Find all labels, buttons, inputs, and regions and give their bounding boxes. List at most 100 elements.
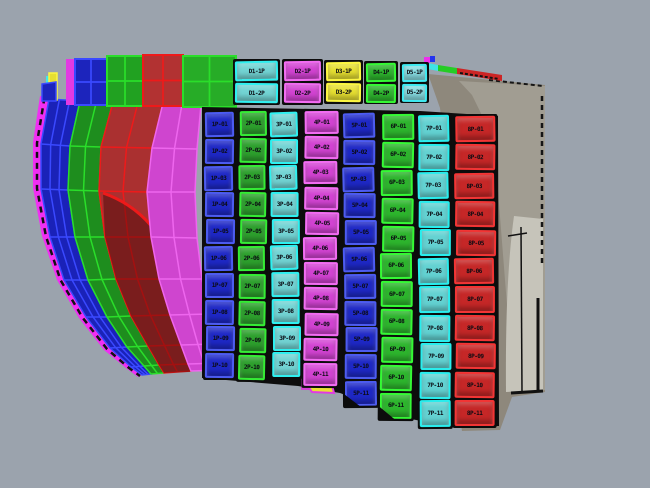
plate[interactable]: 4P-05 — [304, 211, 340, 236]
plate[interactable]: 6P-02 — [381, 141, 415, 169]
plate[interactable]: 8P-05 — [455, 229, 497, 257]
plate[interactable]: 3P-02 — [270, 138, 299, 164]
plate[interactable]: 3P-07 — [271, 271, 300, 297]
plate[interactable]: 3P-04 — [270, 192, 299, 217]
plate[interactable]: D1-1P — [234, 60, 279, 82]
plate[interactable]: D4-2P — [365, 83, 397, 103]
plate[interactable]: 4P-06 — [302, 236, 338, 261]
plate[interactable]: 2P-02 — [239, 137, 267, 164]
plate[interactable]: 7P-01 — [417, 114, 450, 142]
plate[interactable]: 2P-07 — [238, 273, 266, 299]
plate[interactable]: 1P-10 — [204, 352, 235, 379]
plate[interactable]: 5P-08 — [344, 300, 377, 326]
plate[interactable]: 2P-09 — [239, 327, 267, 354]
plate[interactable]: 8P-01 — [455, 115, 496, 143]
plate[interactable]: 4P-03 — [303, 161, 338, 185]
plate[interactable]: 3P-06 — [269, 245, 299, 271]
plate[interactable]: 5P-02 — [343, 139, 376, 165]
plate[interactable]: 7P-08 — [419, 314, 451, 342]
plate[interactable]: 7P-11 — [419, 399, 451, 427]
plate[interactable]: 3P-01 — [269, 111, 299, 138]
plate[interactable]: 6P-04 — [381, 197, 414, 224]
plate[interactable]: 2P-04 — [239, 192, 267, 218]
sliver-blue — [41, 81, 57, 102]
plate[interactable]: 7P-10 — [419, 371, 451, 399]
plate[interactable]: 8P-09 — [455, 342, 496, 370]
plate[interactable]: 2P-06 — [237, 246, 266, 272]
plate[interactable]: 5P-01 — [342, 112, 376, 139]
plate[interactable]: 1P-08 — [204, 299, 235, 325]
plate[interactable]: 5P-03 — [342, 166, 375, 192]
plate[interactable]: 1P-02 — [204, 138, 235, 164]
plate[interactable]: 4P-08 — [303, 287, 338, 311]
plate[interactable]: 7P-02 — [418, 143, 450, 171]
plate[interactable]: 4P-10 — [303, 337, 338, 362]
plate[interactable]: 8P-08 — [454, 314, 496, 342]
plate[interactable]: 5P-06 — [342, 246, 376, 273]
plate[interactable]: 4P-07 — [303, 262, 338, 286]
plate[interactable]: 3P-03 — [268, 165, 298, 191]
plate[interactable]: 8P-03 — [454, 172, 495, 200]
plate[interactable]: 8P-07 — [454, 286, 495, 313]
plate[interactable]: 7P-03 — [417, 171, 449, 199]
plate[interactable]: 7P-09 — [420, 342, 452, 370]
plate[interactable]: 7P-05 — [419, 228, 451, 256]
plate[interactable]: 6P-09 — [381, 336, 414, 364]
deck-block-magenta: D2-1P D2-2P — [282, 59, 323, 105]
plate[interactable]: 5P-07 — [344, 273, 377, 299]
plate[interactable]: 2P-01 — [239, 110, 267, 137]
plate[interactable]: 8P-06 — [453, 257, 495, 285]
plate[interactable]: 8P-02 — [455, 144, 496, 172]
plate[interactable]: 5P-04 — [343, 193, 376, 219]
plate[interactable]: 3P-10 — [272, 352, 301, 377]
plate[interactable]: 6P-10 — [379, 364, 413, 392]
plate-column-7-cyan: 7P-01 7P-02 7P-03 7P-04 7P-05 7P-06 7P-07 7P-08… — [416, 112, 453, 429]
plate[interactable]: D2-1P — [283, 60, 322, 82]
plate[interactable]: 1P-07 — [205, 272, 234, 298]
plate[interactable]: 1P-09 — [205, 326, 236, 352]
plate[interactable]: 5P-09 — [345, 327, 378, 353]
plate[interactable]: D2-2P — [283, 82, 322, 104]
plate[interactable]: 8P-11 — [454, 399, 495, 427]
plate[interactable]: 2P-08 — [238, 300, 266, 327]
plate[interactable]: 8P-04 — [454, 200, 496, 228]
plate[interactable]: 5P-10 — [344, 354, 377, 380]
plate[interactable]: D3-1P — [325, 61, 362, 82]
plate[interactable]: 6P-08 — [380, 308, 413, 336]
plate[interactable]: 6P-03 — [380, 169, 413, 196]
plate[interactable]: 8P-10 — [454, 371, 495, 399]
plate[interactable]: 1P-01 — [204, 111, 235, 138]
plate[interactable]: 5P-11 — [345, 381, 377, 406]
plate[interactable]: 7P-06 — [417, 257, 450, 285]
plate[interactable]: 1P-06 — [203, 245, 234, 272]
plate[interactable]: 3P-05 — [271, 218, 300, 244]
plate[interactable]: 6P-06 — [379, 253, 413, 280]
plate[interactable]: 6P-07 — [380, 281, 413, 308]
plate[interactable]: 3P-08 — [271, 298, 300, 324]
plate[interactable]: 2P-03 — [238, 165, 266, 191]
plate[interactable]: 3P-09 — [272, 325, 301, 351]
plate[interactable]: 4P-02 — [304, 135, 339, 160]
plate[interactable]: 1P-04 — [204, 192, 235, 218]
plate[interactable]: 6P-01 — [382, 113, 415, 141]
plate[interactable]: 7P-07 — [419, 285, 451, 313]
plate[interactable]: 1P-05 — [205, 219, 236, 245]
plate[interactable]: 6P-05 — [382, 225, 415, 252]
plate[interactable]: D1-2P — [234, 82, 279, 104]
plate[interactable]: 2P-05 — [239, 219, 268, 245]
plate[interactable]: 5P-05 — [344, 220, 377, 246]
plate[interactable]: 1P-03 — [203, 165, 234, 191]
plate[interactable]: 7P-04 — [418, 200, 450, 228]
plate[interactable]: D5-1P — [401, 63, 428, 82]
deck-block-ltcyan: D5-1P D5-2P — [400, 62, 429, 103]
plate[interactable]: 2P-10 — [237, 354, 266, 381]
plate[interactable]: 4P-01 — [304, 110, 339, 135]
plate[interactable]: 4P-09 — [304, 312, 339, 336]
plate[interactable]: 4P-04 — [304, 186, 339, 211]
plate[interactable]: D5-2P — [401, 83, 428, 102]
plate[interactable]: D3-2P — [325, 82, 362, 103]
plate[interactable]: 4P-11 — [303, 362, 338, 387]
plate[interactable]: 6P-11 — [380, 393, 412, 419]
plate[interactable]: D4-1P — [365, 62, 397, 82]
